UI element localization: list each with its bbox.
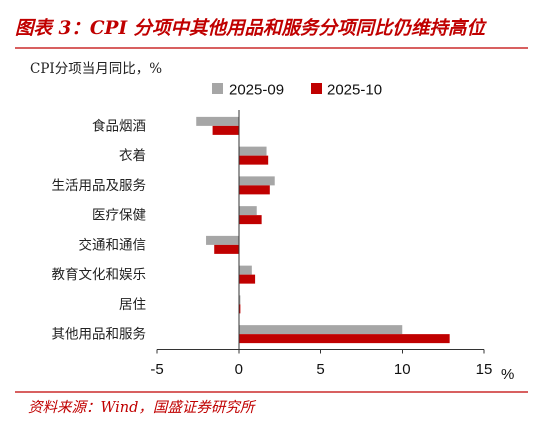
bar-2025-09-4: [238, 206, 257, 216]
x-tick-label: -5: [150, 361, 163, 378]
category-label: 居住: [119, 297, 146, 313]
chart-title: 图表 3：CPI 分项中其他用品和服务分项同比仍维持高位: [15, 17, 488, 39]
bar-2025-09-6: [238, 265, 252, 275]
legend-item-2025-10: 2025-10: [311, 82, 382, 99]
axes: [157, 110, 484, 350]
legend-item-2025-09: 2025-09: [212, 82, 284, 99]
bar-2025-09-3: [238, 176, 275, 186]
x-tick-label: 10: [394, 361, 411, 378]
category-label: 交通和通信: [79, 236, 147, 253]
source-note: 资料来源：Wind，国盛证券研究所: [28, 399, 257, 416]
category-label: 医疗保健: [92, 208, 146, 224]
x-tick-label: 0: [235, 361, 243, 378]
category-label: 食品烟酒: [92, 117, 146, 134]
category-label: 衣着: [119, 147, 146, 164]
legend: 2025-09 2025-10: [212, 82, 382, 99]
x-tick-label: 15: [476, 361, 493, 378]
legend-swatch-2025-09: [212, 83, 223, 94]
category-label: 教育文化和娱乐: [52, 267, 147, 283]
category-label: 其他用品和服务: [52, 327, 147, 343]
bar-2025-10-2: [238, 155, 269, 165]
bar-2025-09-8: [238, 325, 403, 335]
legend-label-2025-10: 2025-10: [327, 82, 382, 99]
category-label: 生活用品及服务: [52, 178, 147, 194]
bar-2025-10-5: [214, 244, 239, 254]
x-axis-unit: %: [501, 366, 514, 383]
x-tick-label: 5: [316, 361, 324, 378]
bar-2025-09-2: [238, 146, 267, 156]
bar-2025-10-3: [238, 185, 270, 195]
bar-2025-09-7: [238, 295, 241, 305]
bar-2025-09-1: [196, 116, 239, 126]
x-axis-ticks: -5 0 5 10 15: [150, 349, 493, 378]
bar-2025-10-1: [212, 125, 239, 135]
bar-2025-10-8: [238, 334, 450, 344]
bar-2025-10-6: [238, 274, 256, 284]
bar-2025-10-4: [238, 215, 262, 225]
legend-swatch-2025-10: [311, 83, 322, 94]
legend-label-2025-09: 2025-09: [229, 82, 284, 99]
bar-2025-09-5: [206, 235, 239, 245]
y-axis-unit-label: CPI分项当月同比，%: [30, 61, 162, 77]
bars: [196, 116, 450, 344]
bar-2025-10-7: [238, 304, 241, 314]
